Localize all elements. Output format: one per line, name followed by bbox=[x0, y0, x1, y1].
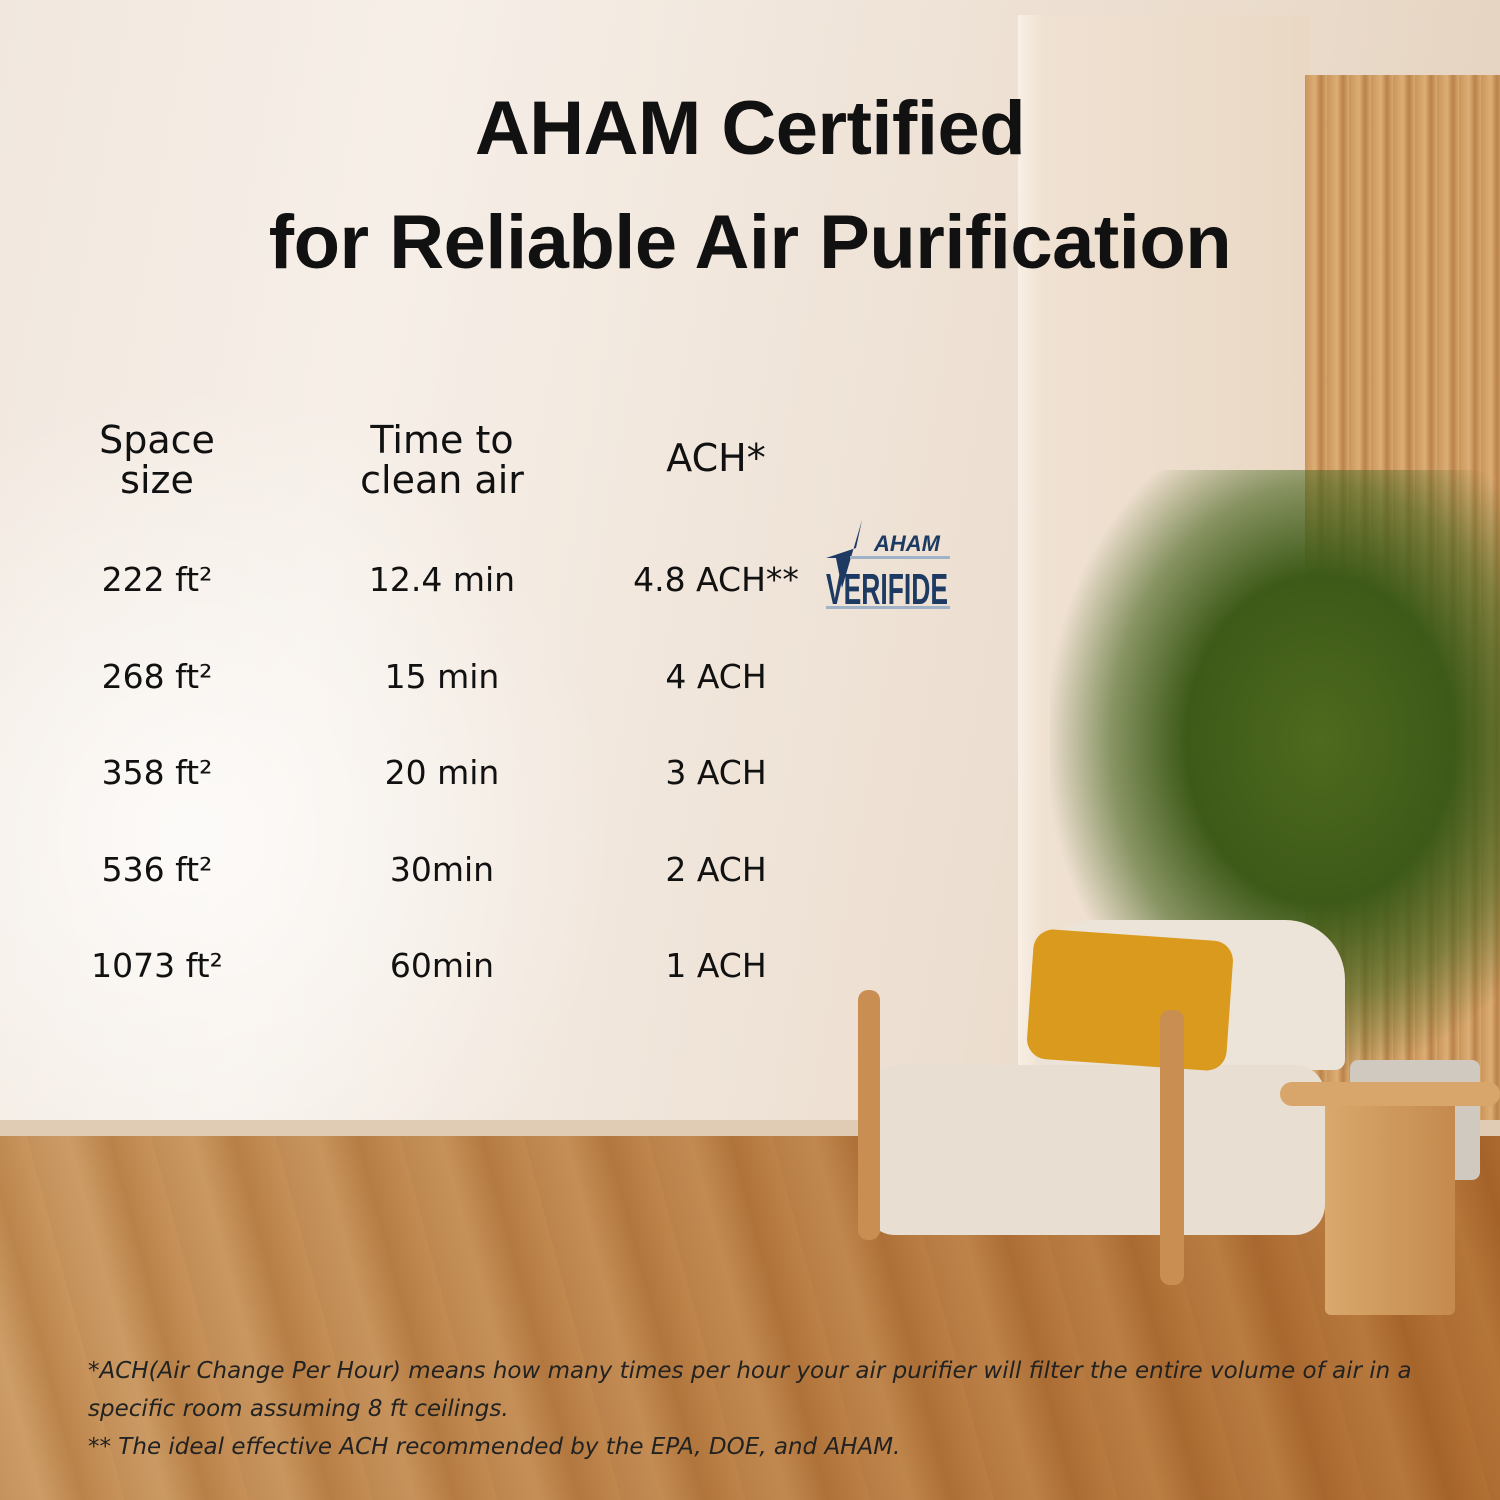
sunlight bbox=[0, 380, 620, 1140]
cell-ach: 1 ACH bbox=[665, 946, 767, 985]
side-table bbox=[1325, 1095, 1455, 1315]
header-line: Space bbox=[99, 418, 215, 462]
cell-ach: 4 ACH bbox=[665, 657, 767, 696]
cell-time: 20 min bbox=[384, 753, 500, 792]
cell-space: 358 ft² bbox=[101, 753, 213, 792]
logo-verifide-text: VERIFIDE bbox=[826, 565, 948, 612]
cell-ach: 2 ACH bbox=[665, 850, 767, 889]
column-space-size: Space size 222 ft² 268 ft² 358 ft² 536 ft… bbox=[57, 420, 257, 1020]
armchair-arm bbox=[1160, 1010, 1184, 1285]
cell-time: 30min bbox=[389, 850, 495, 889]
title-line-1: AHAM Certified bbox=[474, 86, 1026, 171]
yellow-pillow bbox=[1025, 928, 1235, 1072]
armchair-arm bbox=[858, 990, 880, 1240]
column-ach: ACH* 4.8 ACH** 4 ACH 3 ACH 2 ACH 1 ACH bbox=[606, 420, 826, 1020]
cell-space: 222 ft² bbox=[101, 560, 213, 599]
footnote-ideal-ach: ** The ideal effective ACH recommended b… bbox=[88, 1434, 901, 1460]
cell-space: 536 ft² bbox=[101, 850, 213, 889]
logo-aham-text: AHAM bbox=[873, 531, 941, 556]
header-space-size: Space size bbox=[57, 420, 257, 500]
title-line-2: for Reliable Air Purification bbox=[268, 200, 1232, 285]
header-line: clean air bbox=[360, 458, 524, 502]
header-time: Time to clean air bbox=[322, 420, 562, 500]
cell-time: 15 min bbox=[384, 657, 500, 696]
side-table-top bbox=[1280, 1082, 1500, 1106]
cell-time: 60min bbox=[389, 946, 495, 985]
cell-space: 1073 ft² bbox=[91, 946, 223, 985]
cell-space: 268 ft² bbox=[101, 657, 213, 696]
aham-verifide-logo: AHAM VERIFIDE bbox=[826, 520, 950, 612]
column-time: Time to clean air 12.4 min 15 min 20 min … bbox=[322, 420, 562, 1020]
footnotes: *ACH(Air Change Per Hour) means how many… bbox=[88, 1352, 1428, 1466]
cell-ach: 4.8 ACH** bbox=[633, 560, 799, 599]
page-title: AHAM Certified for Reliable Air Purifica… bbox=[0, 72, 1500, 300]
armchair-seat bbox=[865, 1065, 1325, 1235]
header-ach: ACH* bbox=[666, 436, 766, 480]
header-line: size bbox=[120, 458, 194, 502]
cell-time: 12.4 min bbox=[368, 560, 516, 599]
footnote-ach-definition: *ACH(Air Change Per Hour) means how many… bbox=[88, 1358, 1412, 1422]
cell-ach: 3 ACH bbox=[665, 753, 767, 792]
header-line: Time to bbox=[370, 418, 514, 462]
